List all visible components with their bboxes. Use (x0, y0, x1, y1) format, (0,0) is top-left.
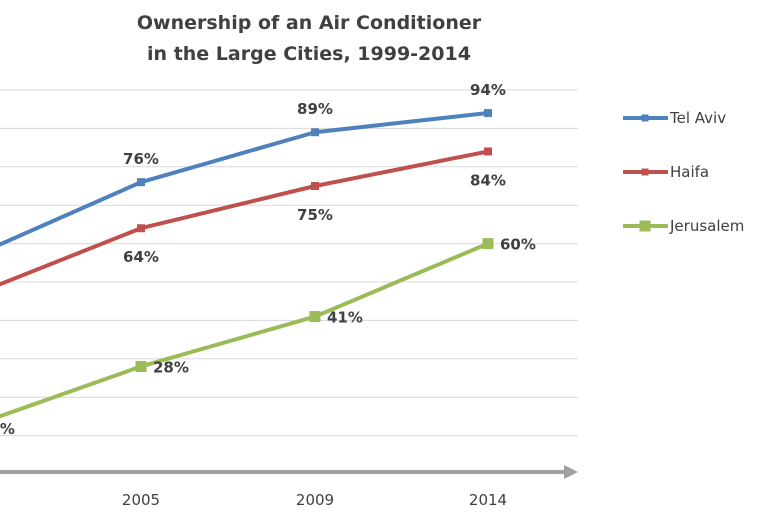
data-label: 84% (470, 171, 506, 189)
legend-label: Jerusalem (669, 217, 744, 235)
data-point (137, 224, 145, 233)
legend-label: Tel Aviv (669, 109, 726, 127)
data-label: 41% (327, 309, 363, 327)
x-tick-label: 2005 (122, 491, 160, 509)
data-label: 76% (123, 150, 159, 168)
legend-label: Haifa (670, 163, 709, 181)
data-label: 94% (470, 81, 506, 99)
x-axis-arrow (564, 465, 578, 479)
chart-title-line-1: Ownership of an Air Conditioner (137, 12, 482, 34)
x-tick-label: 2009 (296, 491, 334, 509)
data-label: 64% (123, 248, 159, 266)
data-point (484, 147, 492, 156)
series-line (0, 149, 489, 287)
data-point (309, 311, 321, 323)
series-line (0, 241, 489, 419)
x-tick-label: 2014 (469, 491, 507, 509)
data-point (137, 178, 145, 187)
chart-title-line-2: in the Large Cities, 1999-2014 (147, 43, 471, 65)
legend-swatch-marker (639, 220, 651, 232)
data-point (135, 360, 147, 372)
data-point (311, 182, 319, 190)
data-label: 28% (153, 358, 189, 376)
data-label: 12% (0, 420, 15, 438)
data-label: 75% (297, 206, 333, 224)
series-line (0, 111, 489, 247)
data-label: 60% (500, 236, 536, 254)
legend-swatch-marker (641, 168, 649, 176)
data-label: 89% (297, 100, 333, 118)
legend-swatch-marker (641, 114, 649, 122)
data-point (482, 238, 494, 250)
data-point (311, 128, 319, 137)
data-point (484, 109, 492, 118)
